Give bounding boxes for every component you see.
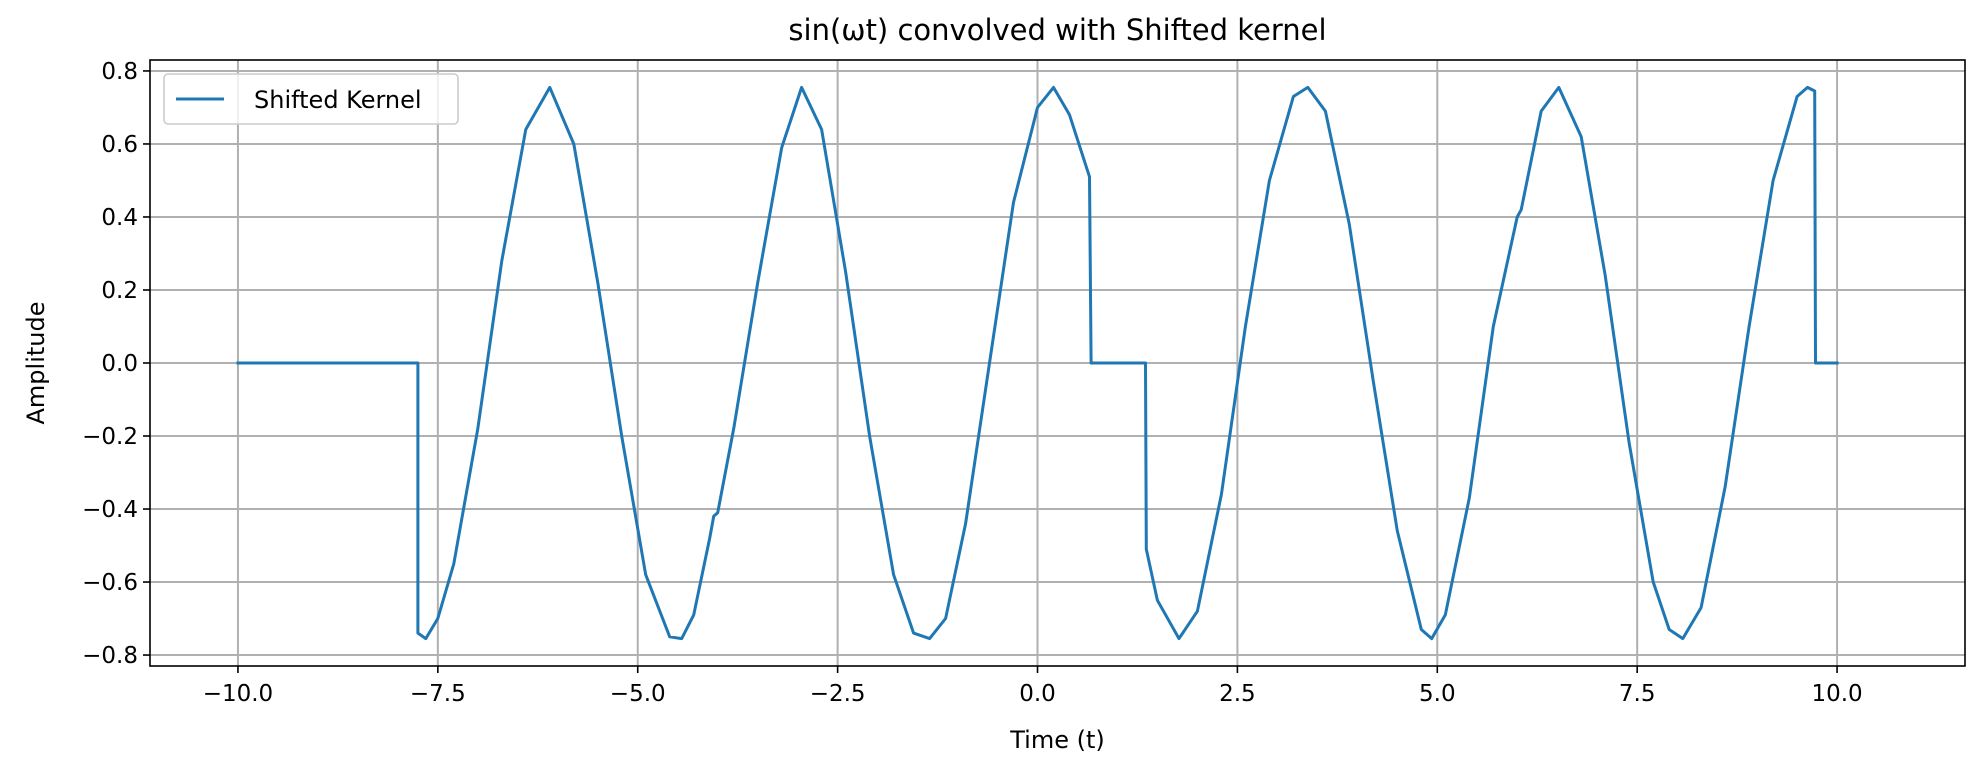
y-tick-label: 0.0 bbox=[101, 351, 138, 377]
x-axis-label: Time (t) bbox=[1009, 726, 1105, 754]
chart-title: sin(ωt) convolved with Shifted kernel bbox=[788, 13, 1326, 47]
series-line-shifted-kernel bbox=[236, 85, 1839, 641]
axis-ticks: −10.0 −7.5 −5.0 −2.5 0.0 2.5 5.0 7.5 10.0 −0.8 −0.… bbox=[82, 59, 1863, 707]
x-tick-label: −7.5 bbox=[410, 681, 466, 707]
x-tick-label: −10.0 bbox=[203, 681, 273, 707]
legend-box bbox=[163, 73, 459, 125]
x-tick-label: 2.5 bbox=[1219, 681, 1256, 707]
legend: Shifted Kernel bbox=[163, 73, 459, 125]
y-tick-label: −0.8 bbox=[82, 643, 138, 669]
x-tick-label: −2.5 bbox=[810, 681, 866, 707]
y-tick-label: −0.4 bbox=[82, 497, 138, 523]
series-layer bbox=[236, 85, 1839, 641]
y-tick-label: 0.2 bbox=[101, 278, 138, 304]
x-tick-label: 0.0 bbox=[1019, 681, 1056, 707]
y-tick-label: −0.2 bbox=[82, 424, 138, 450]
legend-label-shifted-kernel: Shifted Kernel bbox=[254, 86, 422, 114]
y-tick-label: 0.4 bbox=[101, 205, 138, 231]
x-tick-label: −5.0 bbox=[610, 681, 666, 707]
x-tick-label: 7.5 bbox=[1619, 681, 1656, 707]
x-tick-label: 5.0 bbox=[1419, 681, 1456, 707]
x-tick-label: 10.0 bbox=[1811, 681, 1862, 707]
y-tick-label: 0.8 bbox=[101, 59, 138, 85]
grid-lines bbox=[150, 60, 1965, 666]
y-axis-label: Amplitude bbox=[22, 302, 50, 425]
y-tick-label: −0.6 bbox=[82, 570, 138, 596]
y-tick-label: 0.6 bbox=[101, 132, 138, 158]
